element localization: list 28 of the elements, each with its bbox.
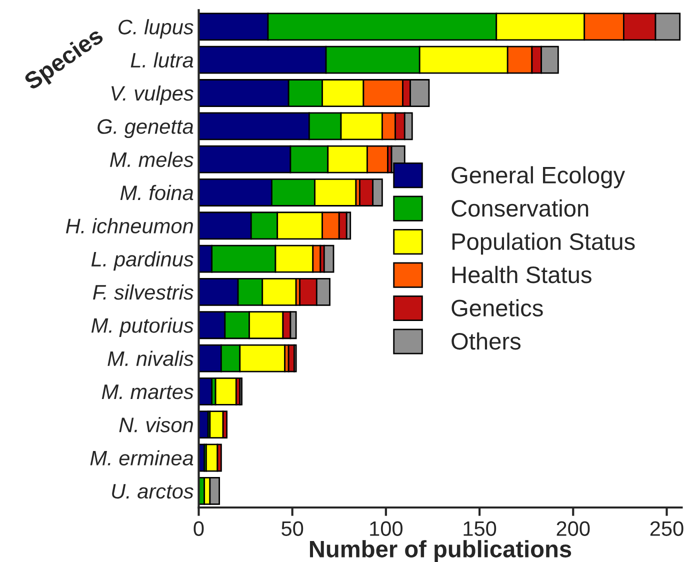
y-tick-label: M. putorius xyxy=(91,318,194,337)
x-tick-label: 0 xyxy=(194,521,204,536)
y-tick-label: M. martes xyxy=(102,384,194,400)
y-tick-label: L. pardinus xyxy=(91,251,194,271)
x-tick-label: 200 xyxy=(556,521,590,536)
y-tick-label: V. vulpes xyxy=(112,85,194,105)
y-tick-label: G. genetta xyxy=(98,119,194,138)
x-tick-label: 150 xyxy=(464,521,496,536)
y-tick-label: M. erminea xyxy=(90,450,194,466)
y-tick-label: H. ichneumon xyxy=(66,218,193,234)
x-tick-label: 100 xyxy=(370,521,402,536)
y-tick-label: M. meles xyxy=(110,152,194,168)
x-axis-title: Number of publications xyxy=(310,540,572,562)
y-tick-label: N. vison xyxy=(119,417,193,432)
y-tick-label: M. nivalis xyxy=(108,350,194,366)
legend-label: Others xyxy=(452,332,521,350)
legend-label: Population Status xyxy=(452,232,635,255)
y-tick-label: L. lutra xyxy=(130,52,194,68)
y-tick-label: C. lupus xyxy=(118,19,194,39)
y-tick-label: M. foina xyxy=(120,184,194,200)
legend-label: General Ecology xyxy=(452,166,626,188)
y-tick-label: U. arctos xyxy=(112,484,194,499)
x-tick-label: 50 xyxy=(282,521,304,536)
y-tick-label: F. silvestris xyxy=(93,284,194,300)
legend-label: Health Status xyxy=(452,266,592,284)
legend-label: Genetics xyxy=(452,299,543,316)
legend-label: Conservation xyxy=(452,199,588,217)
x-tick-label: 250 xyxy=(650,521,684,536)
